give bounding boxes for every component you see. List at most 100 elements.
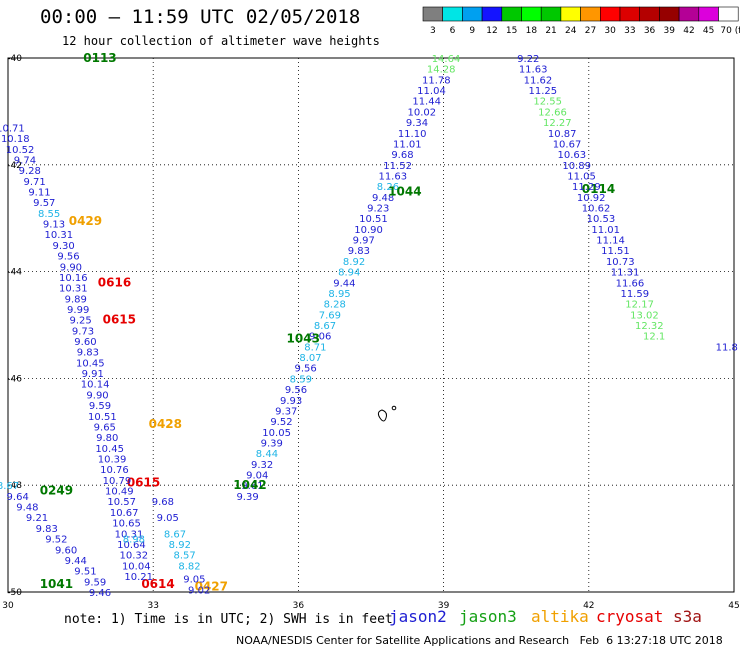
colorbar-label: 9 — [469, 26, 475, 36]
wave-height-value: 11.29 — [572, 182, 601, 193]
colorbar-label: 24 — [565, 26, 577, 36]
wave-height-value: 8.28 — [324, 300, 346, 311]
wave-height-value: 8.92 — [169, 540, 191, 551]
wave-height-value: 10.53 — [587, 214, 616, 225]
lat-tick-label: -50 — [7, 588, 22, 598]
wave-height-value: 9.06 — [309, 332, 331, 343]
wave-height-value: 14.28 — [427, 65, 456, 76]
wave-height-value: 12.27 — [543, 118, 572, 129]
wave-height-value: 9.91 — [82, 369, 104, 380]
wave-height-value: 8.82 — [178, 561, 200, 572]
pass-time-label: 0615 — [127, 476, 160, 490]
wave-height-value: 10.90 — [354, 225, 383, 236]
wave-height-value: 9.46 — [89, 588, 111, 599]
wave-height-value: 10.92 — [577, 193, 606, 204]
legend-altika: altika — [531, 607, 589, 626]
wave-height-value: 11.62 — [524, 75, 553, 86]
lat-tick-label: -44 — [7, 268, 22, 278]
wave-height-value: 10.04 — [122, 561, 151, 572]
wave-height-value: 11.04 — [417, 86, 446, 97]
lon-tick-label: 45 — [728, 601, 739, 611]
wave-height-value: 11.25 — [528, 86, 557, 97]
wave-height-value: 8.95 — [328, 289, 350, 300]
wave-height-value: 8.07 — [299, 353, 321, 364]
wave-height-value: 9.74 — [14, 155, 36, 166]
lat-tick-label: -46 — [7, 374, 22, 384]
wave-height-value: 8.67 — [314, 321, 336, 332]
wave-height-value: 9.21 — [26, 513, 48, 524]
colorbar-label: 21 — [545, 26, 556, 36]
wave-height-value: 9.44 — [333, 278, 355, 289]
wave-height-value: 9.80 — [96, 433, 118, 444]
legend-jason3: jason3 — [459, 607, 517, 626]
wave-height-value: 9.90 — [60, 262, 82, 273]
wave-height-value: 11.05 — [567, 171, 596, 182]
pass-time-label: 0249 — [40, 484, 73, 498]
pass-time-label: 0114 — [582, 182, 615, 196]
wave-height-value: 9.65 — [94, 422, 116, 433]
wave-height-value: 9.57 — [33, 198, 55, 209]
lon-tick-label: 42 — [583, 601, 594, 611]
wave-height-value: 10.45 — [76, 358, 105, 369]
wave-height-value: 8.59 — [290, 374, 312, 385]
wave-height-value: 10.87 — [548, 129, 577, 140]
wave-height-value: 14.64 — [432, 54, 461, 65]
wave-height-value: 8.94 — [338, 268, 360, 279]
wave-height-value: 9.30 — [53, 241, 75, 252]
wave-height-value: 9.56 — [295, 364, 317, 375]
wave-height-value: 9.68 — [152, 497, 174, 508]
wave-height-value: 9.97 — [353, 236, 375, 247]
colorbar-label: 18 — [526, 26, 538, 36]
wave-height-value: 9.89 — [65, 294, 87, 305]
wave-height-value: 8.98 — [123, 535, 145, 546]
wave-height-value: 12.1 — [643, 332, 665, 343]
colorbar-label: 36 — [644, 26, 656, 36]
wave-height-value: 11.51 — [601, 246, 630, 257]
plot-frame — [7, 57, 735, 593]
colorbar-label: 45 — [703, 26, 714, 36]
wave-height-value: 9.05 — [157, 513, 179, 524]
wave-height-value: 9.51 — [74, 567, 96, 578]
colorbar-label: 30 — [604, 26, 616, 36]
colorbar-label: 15 — [506, 26, 517, 36]
wave-height-value: 11.44 — [412, 97, 441, 108]
wave-height-value: 9.60 — [55, 545, 77, 556]
wave-height-value: 10.51 — [359, 214, 388, 225]
wave-height-value: 9.56 — [285, 385, 307, 396]
wave-height-value: 9.37 — [275, 406, 297, 417]
pass-time-label: 1044 — [388, 185, 421, 199]
lon-tick-label: 33 — [147, 601, 158, 611]
colorbar-swatch — [718, 6, 739, 22]
wave-height-value: 11.66 — [616, 278, 645, 289]
wave-height-value: 9.02 — [188, 585, 210, 596]
wave-height-value: 12.55 — [533, 97, 562, 108]
wave-height-value: 9.32 — [251, 460, 273, 471]
wave-height-value: 11.14 — [596, 236, 625, 247]
island-outline — [377, 409, 387, 422]
wave-height-value: 10.16 — [59, 273, 88, 284]
wave-height-value: 11.52 — [383, 161, 412, 172]
wave-height-value: 10.67 — [553, 139, 582, 150]
wave-height-value: 10.31 — [115, 529, 144, 540]
wave-height-value: 9.39 — [261, 438, 283, 449]
wave-height-value: 9.83 — [77, 348, 99, 359]
wave-height-value: 10.45 — [95, 444, 124, 455]
wave-height-value: 9.48 — [372, 193, 394, 204]
wave-height-value: 11.31 — [611, 268, 640, 279]
pass-time-label: 1041 — [40, 577, 73, 591]
wave-height-value: 9.48 — [16, 503, 38, 514]
wave-height-value: 9.64 — [7, 492, 29, 503]
island-outline — [391, 405, 397, 411]
wave-height-value: 8.44 — [256, 449, 278, 460]
wave-height-value: 11.8 — [716, 342, 738, 353]
colorbar-label: 42 — [683, 26, 694, 36]
wave-height-value: 10.79 — [103, 476, 132, 487]
wave-height-value: 12.32 — [635, 321, 664, 332]
lat-tick-label: -48 — [7, 481, 22, 491]
wave-height-value: 9.04 — [246, 471, 268, 482]
legend-jason2: jason2 — [389, 607, 447, 626]
wave-height-value: 8.57 — [174, 551, 196, 562]
wave-height-value: 9.61 — [241, 481, 263, 492]
note-text: note: 1) Time is in UTC; 2) SWH is in fe… — [64, 612, 393, 627]
